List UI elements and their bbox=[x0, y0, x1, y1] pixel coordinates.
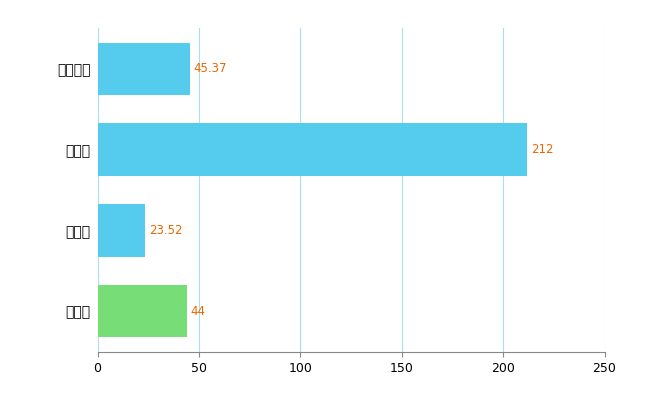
Text: 212: 212 bbox=[532, 143, 554, 156]
Bar bbox=[98, 124, 527, 176]
Text: 23.52: 23.52 bbox=[150, 224, 183, 237]
Bar bbox=[98, 43, 190, 95]
Bar bbox=[98, 285, 187, 337]
Text: 45.37: 45.37 bbox=[194, 62, 227, 76]
Bar bbox=[98, 204, 145, 256]
Text: 44: 44 bbox=[191, 304, 206, 318]
